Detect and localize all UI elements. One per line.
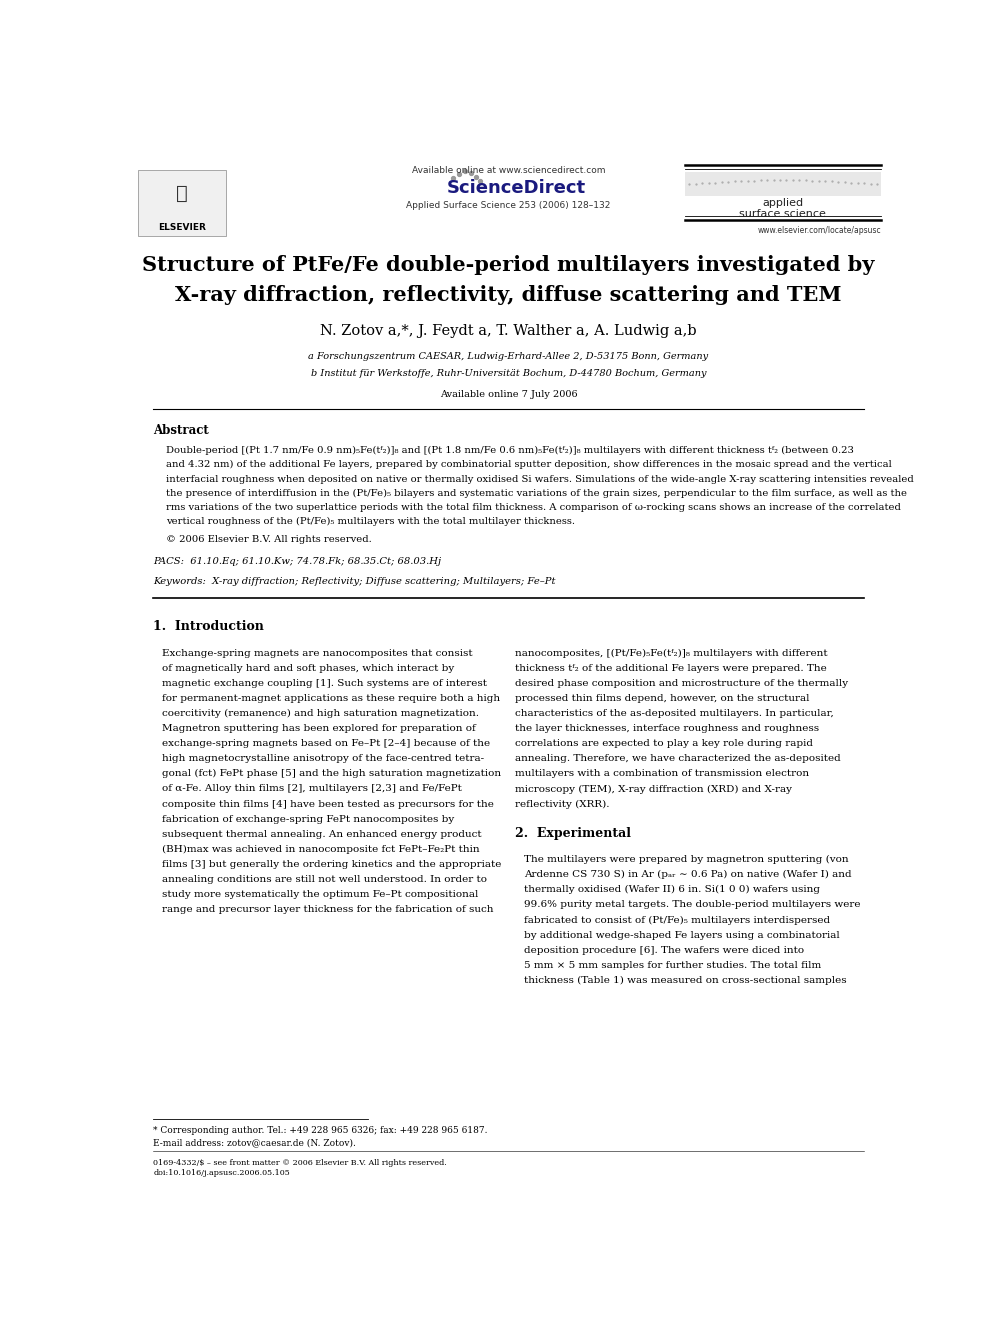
Text: Applied Surface Science 253 (2006) 128–132: Applied Surface Science 253 (2006) 128–1… xyxy=(406,201,611,209)
Text: composite thin films [4] have been tested as precursors for the: composite thin films [4] have been teste… xyxy=(163,799,494,808)
Text: * Corresponding author. Tel.: +49 228 965 6326; fax: +49 228 965 6187.: * Corresponding author. Tel.: +49 228 96… xyxy=(153,1126,488,1135)
Text: ScienceDirect: ScienceDirect xyxy=(446,179,585,197)
Text: N. Zotov a,*, J. Feydt a, T. Walther a, A. Ludwig a,b: N. Zotov a,*, J. Feydt a, T. Walther a, … xyxy=(320,324,696,337)
Text: characteristics of the as-deposited multilayers. In particular,: characteristics of the as-deposited mult… xyxy=(515,709,833,718)
Text: gonal (fct) FePt phase [5] and the high saturation magnetization: gonal (fct) FePt phase [5] and the high … xyxy=(163,770,502,778)
Text: subsequent thermal annealing. An enhanced energy product: subsequent thermal annealing. An enhance… xyxy=(163,830,482,839)
Text: Ardenne CS 730 S) in Ar (pₐᵣ ∼ 0.6 Pa) on native (Wafer I) and: Ardenne CS 730 S) in Ar (pₐᵣ ∼ 0.6 Pa) o… xyxy=(524,871,851,880)
Text: the layer thicknesses, interface roughness and roughness: the layer thicknesses, interface roughne… xyxy=(515,724,818,733)
Text: microscopy (TEM), X-ray diffraction (XRD) and X-ray: microscopy (TEM), X-ray diffraction (XRD… xyxy=(515,785,792,794)
Text: annealing conditions are still not well understood. In order to: annealing conditions are still not well … xyxy=(163,875,487,884)
Text: range and precursor layer thickness for the fabrication of such: range and precursor layer thickness for … xyxy=(163,905,494,914)
Text: fabricated to consist of (Pt/Fe)₅ multilayers interdispersed: fabricated to consist of (Pt/Fe)₅ multil… xyxy=(524,916,830,925)
Text: (BH)max was achieved in nanocomposite fct FePt–Fe₂Pt thin: (BH)max was achieved in nanocomposite fc… xyxy=(163,845,480,853)
Text: 0169-4332/$ – see front matter © 2006 Elsevier B.V. All rights reserved.: 0169-4332/$ – see front matter © 2006 El… xyxy=(153,1159,447,1167)
Text: 🌳: 🌳 xyxy=(177,184,187,202)
Text: 1.  Introduction: 1. Introduction xyxy=(153,620,264,634)
Text: thermally oxidised (Wafer II) 6 in. Si(1 0 0) wafers using: thermally oxidised (Wafer II) 6 in. Si(1… xyxy=(524,885,819,894)
Text: Double-period [(Pt 1.7 nm/Fe 0.9 nm)₅Fe(tᶠ₂)]₈ and [(Pt 1.8 nm/Fe 0.6 nm)₅Fe(tᶠ₂: Double-period [(Pt 1.7 nm/Fe 0.9 nm)₅Fe(… xyxy=(167,446,854,455)
Text: multilayers with a combination of transmission electron: multilayers with a combination of transm… xyxy=(515,770,808,778)
Bar xyxy=(138,169,226,237)
Text: Exchange-spring magnets are nanocomposites that consist: Exchange-spring magnets are nanocomposit… xyxy=(163,648,473,658)
Text: © 2006 Elsevier B.V. All rights reserved.: © 2006 Elsevier B.V. All rights reserved… xyxy=(167,534,372,544)
Text: fabrication of exchange-spring FePt nanocomposites by: fabrication of exchange-spring FePt nano… xyxy=(163,815,454,824)
Text: Magnetron sputtering has been explored for preparation of: Magnetron sputtering has been explored f… xyxy=(163,724,476,733)
Text: study more systematically the optimum Fe–Pt compositional: study more systematically the optimum Fe… xyxy=(163,890,479,900)
Text: annealing. Therefore, we have characterized the as-deposited: annealing. Therefore, we have characteri… xyxy=(515,754,840,763)
Text: deposition procedure [6]. The wafers were diced into: deposition procedure [6]. The wafers wer… xyxy=(524,946,804,955)
Text: thickness (Table 1) was measured on cross-sectional samples: thickness (Table 1) was measured on cros… xyxy=(524,976,846,984)
Text: Available online 7 July 2006: Available online 7 July 2006 xyxy=(439,390,577,400)
Text: 5 mm × 5 mm samples for further studies. The total film: 5 mm × 5 mm samples for further studies.… xyxy=(524,960,821,970)
Text: high magnetocrystalline anisotropy of the face-centred tetra-: high magnetocrystalline anisotropy of th… xyxy=(163,754,484,763)
Text: reflectivity (XRR).: reflectivity (XRR). xyxy=(515,799,609,808)
Text: rms variations of the two superlattice periods with the total film thickness. A : rms variations of the two superlattice p… xyxy=(167,503,901,512)
Text: The multilayers were prepared by magnetron sputtering (von: The multilayers were prepared by magnetr… xyxy=(524,855,848,864)
Text: of magnetically hard and soft phases, which interact by: of magnetically hard and soft phases, wh… xyxy=(163,664,454,673)
Text: applied: applied xyxy=(762,198,804,209)
Text: doi:10.1016/j.apsusc.2006.05.105: doi:10.1016/j.apsusc.2006.05.105 xyxy=(153,1170,290,1177)
Text: Structure of PtFe/Fe double-period multilayers investigated by: Structure of PtFe/Fe double-period multi… xyxy=(142,254,875,274)
Text: 99.6% purity metal targets. The double-period multilayers were: 99.6% purity metal targets. The double-p… xyxy=(524,901,860,909)
Text: surface science: surface science xyxy=(739,209,826,218)
Text: and 4.32 nm) of the additional Fe layers, prepared by combinatorial sputter depo: and 4.32 nm) of the additional Fe layers… xyxy=(167,460,892,470)
Text: ELSEVIER: ELSEVIER xyxy=(158,224,206,232)
Text: by additional wedge-shaped Fe layers using a combinatorial: by additional wedge-shaped Fe layers usi… xyxy=(524,930,839,939)
Text: 2.  Experimental: 2. Experimental xyxy=(515,827,631,840)
Text: of α-Fe. Alloy thin films [2], multilayers [2,3] and Fe/FePt: of α-Fe. Alloy thin films [2], multilaye… xyxy=(163,785,462,794)
Text: magnetic exchange coupling [1]. Such systems are of interest: magnetic exchange coupling [1]. Such sys… xyxy=(163,679,487,688)
Text: the presence of interdiffusion in the (Pt/Fe)₅ bilayers and systematic variation: the presence of interdiffusion in the (P… xyxy=(167,488,908,497)
Text: Abstract: Abstract xyxy=(153,423,209,437)
Text: vertical roughness of the (Pt/Fe)₅ multilayers with the total multilayer thickne: vertical roughness of the (Pt/Fe)₅ multi… xyxy=(167,517,575,527)
Text: interfacial roughness when deposited on native or thermally oxidised Si wafers. : interfacial roughness when deposited on … xyxy=(167,475,914,484)
Text: Available online at www.sciencedirect.com: Available online at www.sciencedirect.co… xyxy=(412,165,605,175)
Text: exchange-spring magnets based on Fe–Pt [2–4] because of the: exchange-spring magnets based on Fe–Pt [… xyxy=(163,740,491,749)
Text: PACS:  61.10.Eq; 61.10.Kw; 74.78.Fk; 68.35.Ct; 68.03.Hj: PACS: 61.10.Eq; 61.10.Kw; 74.78.Fk; 68.3… xyxy=(153,557,441,566)
Text: www.elsevier.com/locate/apsusc: www.elsevier.com/locate/apsusc xyxy=(758,226,881,235)
Text: for permanent-magnet applications as these require both a high: for permanent-magnet applications as the… xyxy=(163,695,501,703)
Text: correlations are expected to play a key role during rapid: correlations are expected to play a key … xyxy=(515,740,812,749)
Text: nanocomposites, [(Pt/Fe)₅Fe(tᶠ₂)]₈ multilayers with different: nanocomposites, [(Pt/Fe)₅Fe(tᶠ₂)]₈ multi… xyxy=(515,648,827,658)
Bar xyxy=(685,172,881,196)
Text: E-mail address: zotov@caesar.de (N. Zotov).: E-mail address: zotov@caesar.de (N. Zoto… xyxy=(153,1139,356,1148)
Text: coercitivity (remanence) and high saturation magnetization.: coercitivity (remanence) and high satura… xyxy=(163,709,479,718)
Text: processed thin films depend, however, on the structural: processed thin films depend, however, on… xyxy=(515,695,809,703)
Text: a Forschungszentrum CAESAR, Ludwig-Erhard-Allee 2, D-53175 Bonn, Germany: a Forschungszentrum CAESAR, Ludwig-Erhar… xyxy=(309,352,708,361)
Text: thickness tᶠ₂ of the additional Fe layers were prepared. The: thickness tᶠ₂ of the additional Fe layer… xyxy=(515,664,826,673)
Text: Keywords:  X-ray diffraction; Reflectivity; Diffuse scattering; Multilayers; Fe–: Keywords: X-ray diffraction; Reflectivit… xyxy=(153,577,556,586)
Text: X-ray diffraction, reflectivity, diffuse scattering and TEM: X-ray diffraction, reflectivity, diffuse… xyxy=(176,284,841,306)
Text: films [3] but generally the ordering kinetics and the appropriate: films [3] but generally the ordering kin… xyxy=(163,860,502,869)
Text: desired phase composition and microstructure of the thermally: desired phase composition and microstruc… xyxy=(515,679,848,688)
Text: b Institut für Werkstoffe, Ruhr-Universität Bochum, D-44780 Bochum, Germany: b Institut für Werkstoffe, Ruhr-Universi… xyxy=(310,369,706,377)
